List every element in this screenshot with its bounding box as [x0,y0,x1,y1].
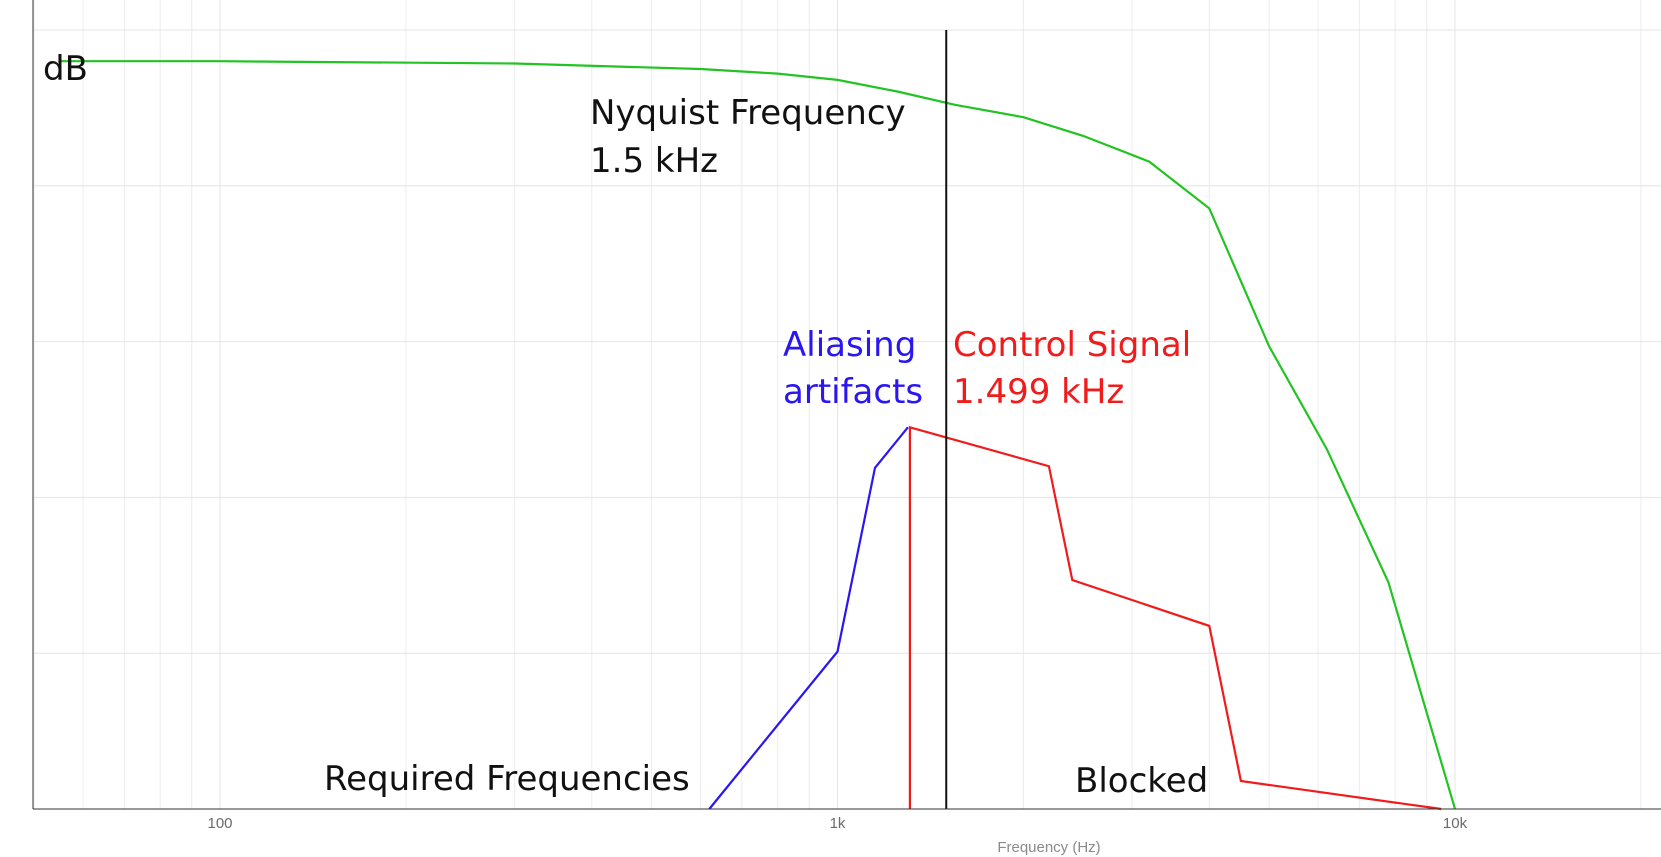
control-signal-line [908,425,1442,811]
filter-response-line [59,60,1457,810]
control-label: Control Signal 1.499 kHz [953,325,1191,412]
chart-annotations: Nyquist Frequency 1.5 kHz Aliasing artifact… [324,93,1208,801]
y-axis-title: dB [43,49,88,89]
x-axis-ticks: 100 1k 10k [207,815,1467,832]
x-tick-label: 100 [207,815,232,832]
blocked-label: Blocked [1075,761,1208,801]
chart-grid [33,0,1661,810]
required-label: Required Frequencies [324,759,690,799]
aliasing-label: Aliasing artifacts [783,325,923,412]
x-axis-title: Frequency (Hz) [997,839,1100,856]
chart-series [59,30,1457,811]
aliasing-artifacts-line [708,426,909,810]
x-tick-label: 1k [830,815,846,832]
nyquist-label: Nyquist Frequency 1.5 kHz [590,93,906,181]
x-tick-label: 10k [1443,815,1468,832]
